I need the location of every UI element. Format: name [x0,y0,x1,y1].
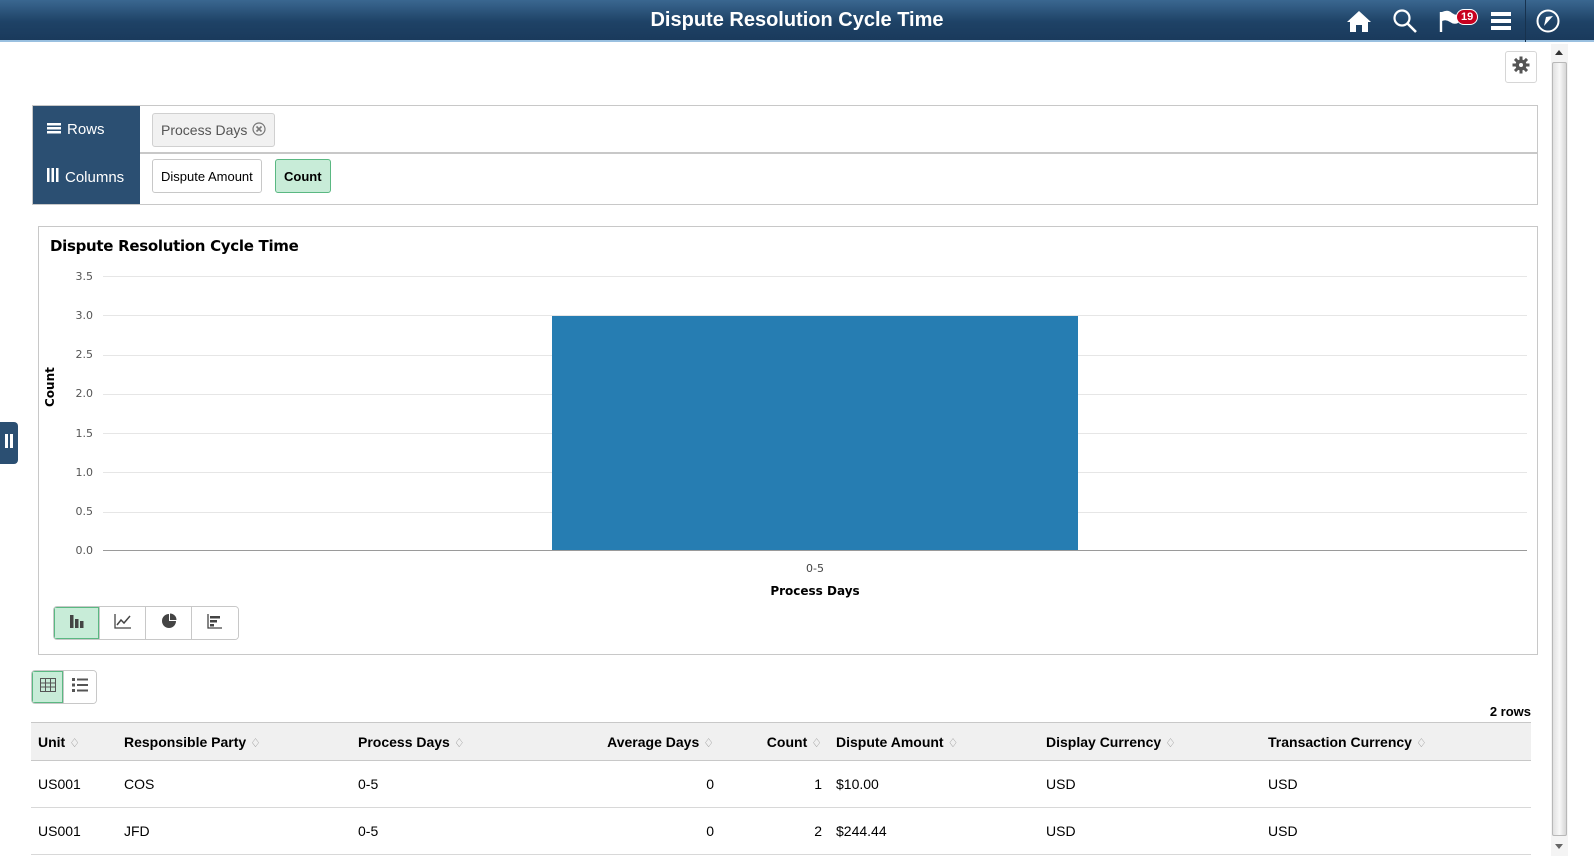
cell-dispute-amount: $244.44 [829,807,1039,855]
cell-display-currency: USD [1039,807,1261,855]
columns-icon [47,168,59,186]
search-icon[interactable] [1392,8,1418,34]
cell-process-days: 0-5 [351,807,521,855]
bar-chart-button[interactable] [54,607,100,639]
list-view-button[interactable] [64,671,96,703]
cell-display-currency: USD [1039,760,1261,808]
pie-chart-button[interactable] [146,607,192,639]
sort-icon: ♢ [811,735,822,750]
row-field-process-days[interactable]: Process Days [152,113,276,147]
page-title: Dispute Resolution Cycle Time [650,9,944,31]
cell-unit: US001 [31,760,117,808]
gear-icon [1512,56,1530,79]
y-axis-label: Count [43,367,57,407]
rows-label: Rows [47,121,105,138]
vertical-scrollbar[interactable] [1551,44,1568,856]
column-header-responsible-party[interactable]: Responsible Party ♢ [117,722,351,761]
navbar-compass-icon[interactable] [1535,8,1561,34]
y-tick: 0.5 [75,505,94,518]
x-axis-line [103,550,1527,551]
table-header-row: Unit ♢ Responsible Party ♢ Process Days ♢ A… [31,722,1531,761]
x-tick: 0-5 [806,562,824,575]
row-count: 2 rows [1489,704,1531,719]
cell-process-days: 0-5 [351,760,521,808]
y-tick: 1.5 [75,427,94,440]
y-tick: 1.0 [75,466,94,479]
header-banner: Dispute Resolution Cycle Time 19 [0,0,1594,42]
y-tick: 2.5 [75,348,94,361]
notifications-flag-icon[interactable] [1438,8,1464,34]
column-header-average-days[interactable]: Average Days ♢ [521,722,721,761]
column-field-dispute-amount[interactable]: Dispute Amount [152,159,262,193]
scrollbar-thumb[interactable] [1552,62,1567,836]
line-chart-button[interactable] [100,607,146,639]
chart-panel: Dispute Resolution Cycle Time Count 3.5 … [38,226,1538,655]
remove-field-icon[interactable] [252,121,266,139]
banner-separator [1525,0,1526,42]
list-view-icon [72,677,88,697]
pivot-axis-labels: Rows Columns [33,106,140,204]
cell-count: 2 [721,807,829,855]
sort-icon: ♢ [947,735,959,750]
actions-menu-icon[interactable] [1488,8,1514,34]
column-header-display-currency[interactable]: Display Currency ♢ [1039,722,1261,761]
y-tick: 2.0 [75,387,94,400]
grid-view-icon [39,677,56,697]
scroll-up-icon[interactable] [1555,50,1563,55]
rows-icon [47,121,61,138]
bar-chart-icon [69,613,85,634]
y-tick: 3.5 [75,270,94,283]
sort-icon: ♢ [250,735,261,750]
column-header-transaction-currency[interactable]: Transaction Currency ♢ [1261,722,1531,761]
side-panel-toggle[interactable] [0,422,18,464]
view-toggle [31,670,97,704]
scroll-down-icon[interactable] [1555,844,1563,849]
results-grid: Unit ♢ Responsible Party ♢ Process Days ♢ A… [31,722,1531,855]
cell-responsible-party: COS [117,760,351,808]
y-tick: 3.0 [75,309,94,322]
cell-transaction-currency: USD [1261,760,1531,808]
grid-view-button[interactable] [32,671,64,703]
column-header-unit[interactable]: Unit ♢ [31,722,117,761]
horizontal-bar-chart-icon [207,613,223,634]
cell-responsible-party: JFD [117,807,351,855]
sort-icon: ♢ [703,735,714,750]
sort-icon: ♢ [1415,735,1427,750]
chart-type-selector [53,606,239,640]
columns-label: Columns [47,168,124,186]
cell-dispute-amount: $10.00 [829,760,1039,808]
column-field-count[interactable]: Count [275,159,331,193]
chart-title: Dispute Resolution Cycle Time [50,237,299,255]
drawer-handle-icon [4,433,14,453]
sort-icon: ♢ [69,735,80,750]
pivot-divider [140,152,1537,154]
cell-unit: US001 [31,807,117,855]
home-icon[interactable] [1346,8,1372,34]
cell-average-days: 0 [521,760,721,808]
gridline [103,315,1527,316]
y-tick: 0.0 [75,544,94,557]
sort-icon: ♢ [1165,735,1176,750]
horizontal-bar-chart-button[interactable] [192,607,238,639]
bar-0-5[interactable] [552,316,1078,550]
cell-transaction-currency: USD [1261,807,1531,855]
cell-count: 1 [721,760,829,808]
notification-count-badge: 19 [1456,9,1479,25]
column-header-dispute-amount[interactable]: Dispute Amount ♢ [829,722,1039,761]
column-header-process-days[interactable]: Process Days ♢ [351,722,521,761]
column-header-count[interactable]: Count ♢ [721,722,829,761]
pivot-configuration: Rows Columns Process Days Dispute Amount… [32,105,1538,205]
table-row[interactable]: US001 JFD 0-5 0 2 $244.44 USD USD [31,807,1531,855]
line-chart-icon [113,613,132,634]
settings-button[interactable] [1505,51,1537,83]
pie-chart-icon [161,613,177,634]
table-row[interactable]: US001 COS 0-5 0 1 $10.00 USD USD [31,760,1531,808]
x-axis-label: Process Days [770,584,860,598]
gridline [103,276,1527,277]
cell-average-days: 0 [521,807,721,855]
sort-icon: ♢ [453,735,465,750]
